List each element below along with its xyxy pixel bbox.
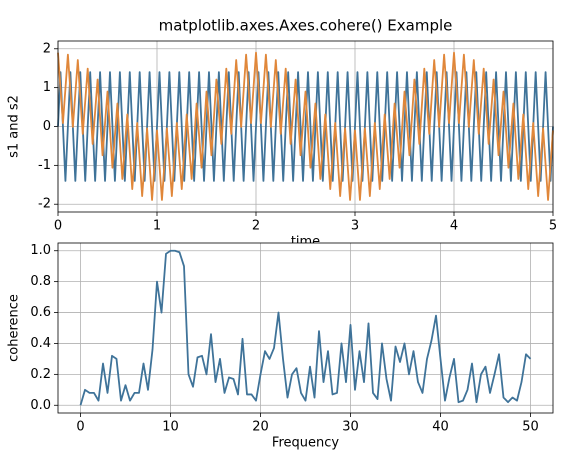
data-line [57,51,554,201]
y-tick-label: 2 [43,41,51,56]
x-tick-label: 5 [549,219,557,234]
x-tick-label: 0 [76,420,84,435]
y-tick-label: 0.0 [30,398,51,413]
y-tick-label: -2 [38,197,51,212]
y-tick-label: 1 [43,80,51,95]
x-tick-label: 40 [432,420,449,435]
x-tick-label: 30 [342,420,359,435]
x-tick-label: 4 [450,219,458,234]
y-tick-label: 0.2 [30,367,51,382]
axes-frame [57,40,554,213]
y-tick-label: 0 [43,119,51,134]
y-axis-label: s1 and s2 [7,95,22,158]
x-axis-label: Frequency [272,436,339,451]
y-tick-label: 1.0 [30,243,51,258]
x-tick-label: 1 [153,219,161,234]
x-tick-label: 10 [162,420,179,435]
x-tick-label: 3 [351,219,359,234]
x-tick-label: 20 [252,420,269,435]
y-tick-label: 0.8 [30,274,51,289]
y-tick-label: -1 [38,158,51,173]
y-tick-label: 0.4 [30,336,51,351]
axes-frame [57,242,554,414]
data-line [79,249,532,406]
data-line [57,71,554,182]
x-tick-label: 0 [54,219,62,234]
y-axis-label: coherence [7,294,22,362]
x-tick-label: 50 [522,420,539,435]
x-tick-label: 2 [252,219,260,234]
y-tick-label: 0.6 [30,305,51,320]
chart-title: matplotlib.axes.Axes.cohere() Example [159,17,453,35]
